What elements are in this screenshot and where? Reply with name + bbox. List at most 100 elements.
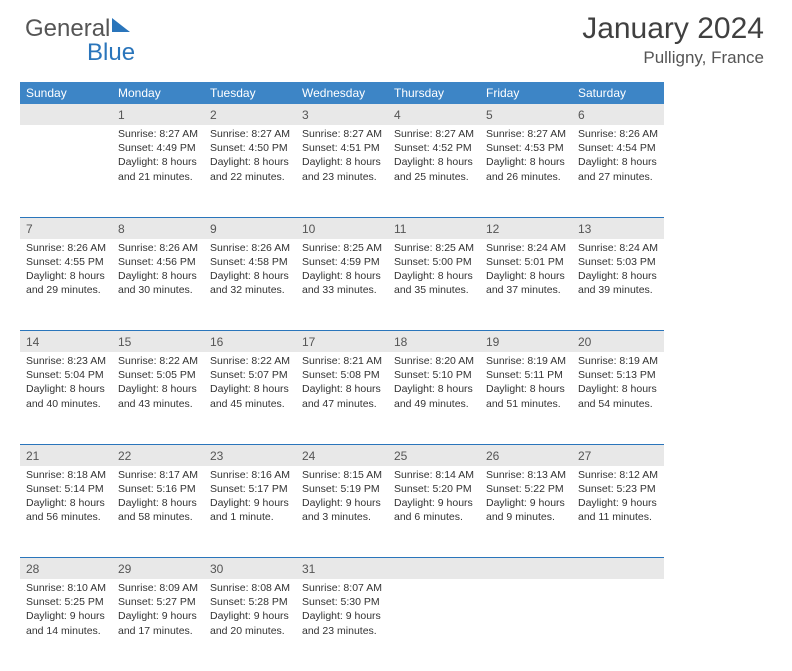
day-cell: Sunrise: 8:27 AMSunset: 4:52 PMDaylight:… bbox=[388, 125, 480, 217]
day-number: 15 bbox=[118, 335, 131, 349]
sunrise-text: Sunrise: 8:18 AM bbox=[26, 468, 106, 482]
day-number: 10 bbox=[302, 222, 315, 236]
day-number: 23 bbox=[210, 449, 223, 463]
sunrise-text: Sunrise: 8:14 AM bbox=[394, 468, 474, 482]
day-cell: Sunrise: 8:19 AMSunset: 5:11 PMDaylight:… bbox=[480, 352, 572, 444]
day-number: 26 bbox=[486, 449, 499, 463]
week-number-row: 14151617181920 bbox=[20, 331, 664, 353]
day-number-cell: 23 bbox=[204, 444, 296, 466]
day-number-cell bbox=[480, 558, 572, 580]
sunset-text: Sunset: 5:22 PM bbox=[486, 482, 566, 496]
day-cell: Sunrise: 8:17 AMSunset: 5:16 PMDaylight:… bbox=[112, 466, 204, 558]
day-cell: Sunrise: 8:12 AMSunset: 5:23 PMDaylight:… bbox=[572, 466, 664, 558]
sunset-text: Sunset: 5:11 PM bbox=[486, 368, 566, 382]
daylight-text: Daylight: 8 hours bbox=[302, 382, 382, 396]
day-number-cell: 18 bbox=[388, 331, 480, 353]
sunset-text: Sunset: 5:30 PM bbox=[302, 595, 382, 609]
daylight-text: and 1 minute. bbox=[210, 510, 290, 524]
daylight-text: and 21 minutes. bbox=[118, 170, 198, 184]
week-number-row: 28293031 bbox=[20, 558, 664, 580]
daylight-text: Daylight: 9 hours bbox=[302, 496, 382, 510]
daylight-text: Daylight: 8 hours bbox=[302, 155, 382, 169]
day-number-cell: 9 bbox=[204, 217, 296, 239]
day-cell: Sunrise: 8:25 AMSunset: 4:59 PMDaylight:… bbox=[296, 239, 388, 331]
daylight-text: and 23 minutes. bbox=[302, 624, 382, 638]
day-cell: Sunrise: 8:25 AMSunset: 5:00 PMDaylight:… bbox=[388, 239, 480, 331]
daylight-text: Daylight: 8 hours bbox=[394, 382, 474, 396]
sunrise-text: Sunrise: 8:19 AM bbox=[578, 354, 658, 368]
day-number-cell: 19 bbox=[480, 331, 572, 353]
day-number-cell: 5 bbox=[480, 104, 572, 125]
day-cell bbox=[572, 579, 664, 671]
day-cell: Sunrise: 8:09 AMSunset: 5:27 PMDaylight:… bbox=[112, 579, 204, 671]
day-number-cell: 28 bbox=[20, 558, 112, 580]
daylight-text: and 49 minutes. bbox=[394, 397, 474, 411]
day-cell: Sunrise: 8:23 AMSunset: 5:04 PMDaylight:… bbox=[20, 352, 112, 444]
sunset-text: Sunset: 5:20 PM bbox=[394, 482, 474, 496]
daylight-text: and 58 minutes. bbox=[118, 510, 198, 524]
day-cell: Sunrise: 8:26 AMSunset: 4:55 PMDaylight:… bbox=[20, 239, 112, 331]
sunrise-text: Sunrise: 8:12 AM bbox=[578, 468, 658, 482]
logo-text-general: General bbox=[25, 15, 110, 42]
day-cell: Sunrise: 8:08 AMSunset: 5:28 PMDaylight:… bbox=[204, 579, 296, 671]
sunrise-text: Sunrise: 8:19 AM bbox=[486, 354, 566, 368]
sunrise-text: Sunrise: 8:21 AM bbox=[302, 354, 382, 368]
day-cell: Sunrise: 8:20 AMSunset: 5:10 PMDaylight:… bbox=[388, 352, 480, 444]
daylight-text: Daylight: 9 hours bbox=[210, 609, 290, 623]
sunset-text: Sunset: 5:10 PM bbox=[394, 368, 474, 382]
week-detail-row: Sunrise: 8:18 AMSunset: 5:14 PM Daylight:… bbox=[20, 466, 664, 558]
sunrise-text: Sunrise: 8:27 AM bbox=[118, 127, 198, 141]
sunset-text: Sunset: 5:07 PM bbox=[210, 368, 290, 382]
sunset-text: Sunset: 5:13 PM bbox=[578, 368, 658, 382]
day-cell: Sunrise: 8:10 AMSunset: 5:25 PMDaylight:… bbox=[20, 579, 112, 671]
daylight-text: Daylight: 9 hours bbox=[26, 609, 106, 623]
daylight-text: and 11 minutes. bbox=[578, 510, 658, 524]
day-number-cell: 10 bbox=[296, 217, 388, 239]
daylight-text: Daylight: 8 hours bbox=[302, 269, 382, 283]
day-number: 4 bbox=[394, 108, 401, 122]
logo-triangle-icon bbox=[112, 18, 130, 32]
day-cell: Sunrise: 8:27 AMSunset: 4:53 PMDaylight:… bbox=[480, 125, 572, 217]
sunset-text: Sunset: 5:17 PM bbox=[210, 482, 290, 496]
daylight-text: and 54 minutes. bbox=[578, 397, 658, 411]
sunrise-text: Sunrise: 8:24 AM bbox=[578, 241, 658, 255]
day-cell: Sunrise: 8:13 AMSunset: 5:22 PMDaylight:… bbox=[480, 466, 572, 558]
sunset-text: Sunset: 5:27 PM bbox=[118, 595, 198, 609]
daylight-text: Daylight: 8 hours bbox=[486, 269, 566, 283]
week-detail-row: Sunrise: 8:26 AMSunset: 4:55 PMDaylight:… bbox=[20, 239, 664, 331]
daylight-text: and 22 minutes. bbox=[210, 170, 290, 184]
day-number: 31 bbox=[302, 562, 315, 576]
sunset-text: Sunset: 4:55 PM bbox=[26, 255, 106, 269]
sunset-text: Sunset: 5:14 PM bbox=[26, 482, 106, 496]
sunrise-text: Sunrise: 8:10 AM bbox=[26, 581, 106, 595]
sunrise-text: Sunrise: 8:26 AM bbox=[26, 241, 106, 255]
day-cell: Sunrise: 8:26 AMSunset: 4:58 PMDaylight:… bbox=[204, 239, 296, 331]
day-number: 24 bbox=[302, 449, 315, 463]
daylight-text: and 20 minutes. bbox=[210, 624, 290, 638]
daylight-text: Daylight: 8 hours bbox=[578, 269, 658, 283]
day-number: 8 bbox=[118, 222, 125, 236]
sunset-text: Sunset: 5:19 PM bbox=[302, 482, 382, 496]
day-number: 29 bbox=[118, 562, 131, 576]
sunset-text: Sunset: 5:25 PM bbox=[26, 595, 106, 609]
sunset-text: Sunset: 5:01 PM bbox=[486, 255, 566, 269]
day-header-row: SundayMondayTuesdayWednesdayThursdayFrid… bbox=[20, 82, 664, 104]
day-number-cell: 8 bbox=[112, 217, 204, 239]
daylight-text: Daylight: 8 hours bbox=[486, 155, 566, 169]
day-cell bbox=[20, 125, 112, 217]
day-cell: Sunrise: 8:26 AMSunset: 4:54 PMDaylight:… bbox=[572, 125, 664, 217]
day-number-cell: 24 bbox=[296, 444, 388, 466]
day-cell: Sunrise: 8:16 AMSunset: 5:17 PMDaylight:… bbox=[204, 466, 296, 558]
daylight-text: Daylight: 8 hours bbox=[26, 269, 106, 283]
daylight-text: and 39 minutes. bbox=[578, 283, 658, 297]
day-cell: Sunrise: 8:27 AMSunset: 4:50 PMDaylight:… bbox=[204, 125, 296, 217]
sunset-text: Sunset: 4:53 PM bbox=[486, 141, 566, 155]
day-number-cell: 27 bbox=[572, 444, 664, 466]
daylight-text: and 3 minutes. bbox=[302, 510, 382, 524]
daylight-text: Daylight: 8 hours bbox=[486, 382, 566, 396]
week-number-row: 78910111213 bbox=[20, 217, 664, 239]
sunrise-text: Sunrise: 8:26 AM bbox=[210, 241, 290, 255]
sunset-text: Sunset: 5:05 PM bbox=[118, 368, 198, 382]
day-number-cell: 20 bbox=[572, 331, 664, 353]
day-number: 27 bbox=[578, 449, 591, 463]
